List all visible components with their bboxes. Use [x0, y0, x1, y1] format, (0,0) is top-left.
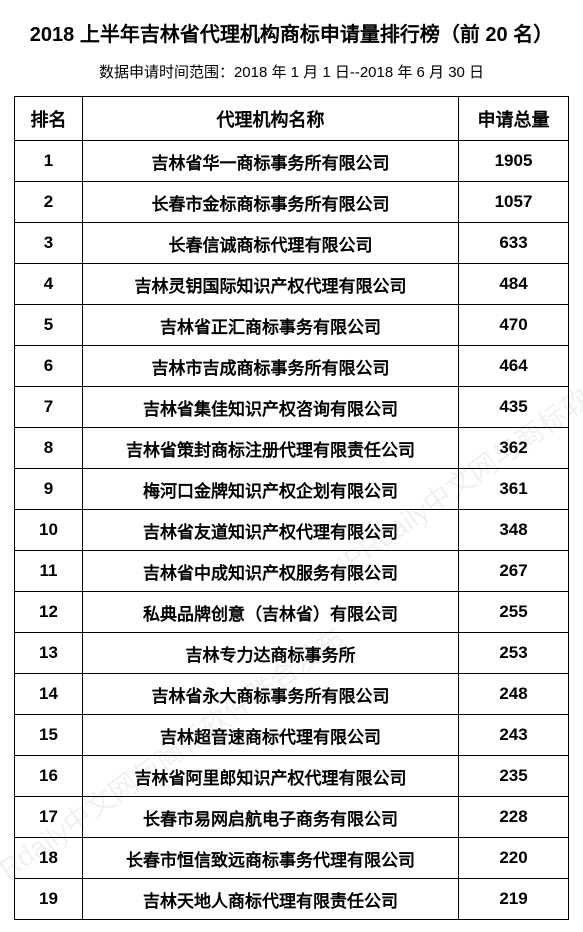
cell-total: 1057 [459, 182, 569, 223]
cell-rank: 3 [15, 223, 83, 264]
cell-name: 吉林省策封商标注册代理有限责任公司 [83, 428, 459, 469]
table-row: 5吉林省正汇商标事务有限公司470 [15, 305, 569, 346]
table-row: 13吉林专力达商标事务所253 [15, 633, 569, 674]
cell-rank: 8 [15, 428, 83, 469]
cell-name: 吉林省中成知识产权服务有限公司 [83, 551, 459, 592]
cell-rank: 2 [15, 182, 83, 223]
cell-total: 470 [459, 305, 569, 346]
col-header-rank: 排名 [15, 97, 83, 141]
cell-rank: 4 [15, 264, 83, 305]
cell-total: 362 [459, 428, 569, 469]
cell-total: 1905 [459, 141, 569, 182]
cell-total: 243 [459, 715, 569, 756]
cell-name: 吉林省阿里郎知识产权代理有限公司 [83, 756, 459, 797]
table-row: 16吉林省阿里郎知识产权代理有限公司235 [15, 756, 569, 797]
cell-name: 长春市金标商标事务所有限公司 [83, 182, 459, 223]
cell-rank: 14 [15, 674, 83, 715]
cell-total: 248 [459, 674, 569, 715]
cell-name: 私典品牌创意（吉林省）有限公司 [83, 592, 459, 633]
cell-total: 235 [459, 756, 569, 797]
cell-rank: 6 [15, 346, 83, 387]
table-row: 10吉林省友道知识产权代理有限公司348 [15, 510, 569, 551]
ranking-table: 排名 代理机构名称 申请总量 1吉林省华一商标事务所有限公司19052长春市金标… [14, 96, 569, 920]
table-header-row: 排名 代理机构名称 申请总量 [15, 97, 569, 141]
cell-total: 435 [459, 387, 569, 428]
cell-name: 长春市恒信致远商标事务代理有限公司 [83, 838, 459, 879]
table-row: 14吉林省永大商标事务所有限公司248 [15, 674, 569, 715]
table-row: 7吉林省集佳知识产权咨询有限公司435 [15, 387, 569, 428]
cell-total: 219 [459, 879, 569, 920]
table-body: 1吉林省华一商标事务所有限公司19052长春市金标商标事务所有限公司10573长… [15, 141, 569, 920]
cell-total: 633 [459, 223, 569, 264]
table-row: 9梅河口金牌知识产权企划有限公司361 [15, 469, 569, 510]
cell-total: 361 [459, 469, 569, 510]
table-row: 4吉林灵钥国际知识产权代理有限公司484 [15, 264, 569, 305]
cell-rank: 17 [15, 797, 83, 838]
table-row: 3长春信诚商标代理有限公司633 [15, 223, 569, 264]
cell-total: 267 [459, 551, 569, 592]
cell-name: 吉林专力达商标事务所 [83, 633, 459, 674]
cell-name: 长春信诚商标代理有限公司 [83, 223, 459, 264]
col-header-name: 代理机构名称 [83, 97, 459, 141]
table-row: 2长春市金标商标事务所有限公司1057 [15, 182, 569, 223]
cell-name: 吉林超音速商标代理有限公司 [83, 715, 459, 756]
table-row: 12私典品牌创意（吉林省）有限公司255 [15, 592, 569, 633]
table-row: 18长春市恒信致远商标事务代理有限公司220 [15, 838, 569, 879]
cell-rank: 12 [15, 592, 83, 633]
cell-total: 228 [459, 797, 569, 838]
cell-total: 255 [459, 592, 569, 633]
cell-rank: 15 [15, 715, 83, 756]
cell-name: 吉林灵钥国际知识产权代理有限公司 [83, 264, 459, 305]
cell-total: 220 [459, 838, 569, 879]
cell-total: 464 [459, 346, 569, 387]
cell-name: 吉林市吉成商标事务所有限公司 [83, 346, 459, 387]
table-row: 17长春市易网启航电子商务有限公司228 [15, 797, 569, 838]
cell-name: 吉林省华一商标事务所有限公司 [83, 141, 459, 182]
cell-rank: 13 [15, 633, 83, 674]
cell-name: 吉林省集佳知识产权咨询有限公司 [83, 387, 459, 428]
cell-rank: 10 [15, 510, 83, 551]
col-header-total: 申请总量 [459, 97, 569, 141]
page-subtitle: 数据申请时间范围：2018 年 1 月 1 日--2018 年 6 月 30 日 [14, 61, 569, 82]
table-row: 1吉林省华一商标事务所有限公司1905 [15, 141, 569, 182]
cell-total: 484 [459, 264, 569, 305]
page-title: 2018 上半年吉林省代理机构商标申请量排行榜（前 20 名） [14, 18, 569, 47]
table-row: 6吉林市吉成商标事务所有限公司464 [15, 346, 569, 387]
cell-total: 253 [459, 633, 569, 674]
table-row: 11吉林省中成知识产权服务有限公司267 [15, 551, 569, 592]
cell-total: 348 [459, 510, 569, 551]
cell-name: 吉林省友道知识产权代理有限公司 [83, 510, 459, 551]
cell-name: 梅河口金牌知识产权企划有限公司 [83, 469, 459, 510]
cell-rank: 9 [15, 469, 83, 510]
cell-rank: 19 [15, 879, 83, 920]
cell-rank: 5 [15, 305, 83, 346]
table-row: 15吉林超音速商标代理有限公司243 [15, 715, 569, 756]
table-row: 19吉林天地人商标代理有限责任公司219 [15, 879, 569, 920]
cell-rank: 11 [15, 551, 83, 592]
cell-name: 长春市易网启航电子商务有限公司 [83, 797, 459, 838]
table-row: 8吉林省策封商标注册代理有限责任公司362 [15, 428, 569, 469]
cell-name: 吉林省正汇商标事务有限公司 [83, 305, 459, 346]
cell-name: 吉林天地人商标代理有限责任公司 [83, 879, 459, 920]
cell-rank: 1 [15, 141, 83, 182]
cell-rank: 16 [15, 756, 83, 797]
cell-rank: 7 [15, 387, 83, 428]
cell-rank: 18 [15, 838, 83, 879]
cell-name: 吉林省永大商标事务所有限公司 [83, 674, 459, 715]
page-container: 2018 上半年吉林省代理机构商标申请量排行榜（前 20 名） 数据申请时间范围… [0, 0, 583, 920]
